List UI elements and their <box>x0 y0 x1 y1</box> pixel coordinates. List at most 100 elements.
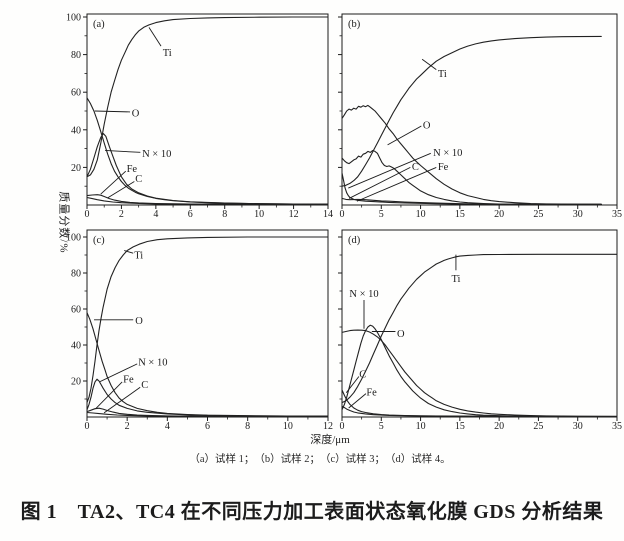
curve-C <box>86 196 329 205</box>
x-tick-label: 8 <box>222 209 227 220</box>
x-tick-label: 25 <box>533 421 543 432</box>
y-tick-label: 100 <box>66 13 81 24</box>
x-tick-label: 20 <box>494 421 504 432</box>
curve-label: Ti <box>438 69 447 80</box>
curve-O <box>341 329 618 417</box>
x-tick-label: 12 <box>289 209 299 220</box>
y-axis-label: 质量分数/% <box>57 191 70 254</box>
x-tick-label: 10 <box>416 209 426 220</box>
curve-label: C <box>135 174 142 185</box>
leader-line <box>356 166 437 202</box>
curve-Ti <box>341 253 618 404</box>
y-tick-label: 20 <box>71 377 81 388</box>
x-tick-label: 0 <box>85 421 90 432</box>
curve-N×10 <box>341 149 602 205</box>
panel-a: 0 2 4 6 8 10 12 14 20 40 60 80 100 (a) Ti O N × 10 FeC <box>66 13 333 221</box>
panel-letter: (c) <box>93 235 105 246</box>
curve-label: N × 10 <box>142 149 171 160</box>
y-tick-label: 80 <box>71 50 81 61</box>
curve-label: Ti <box>451 274 460 285</box>
x-axis-label: 深度/μm <box>310 434 350 446</box>
panel-letter: (a) <box>93 19 105 30</box>
x-tick-label: 20 <box>494 209 504 220</box>
curve-label: O <box>132 108 140 119</box>
curve-N×10 <box>86 133 329 205</box>
x-tick-label: 2 <box>125 421 130 432</box>
curve-Fe <box>341 405 618 418</box>
leader-line <box>348 393 367 409</box>
y-tick-label: 80 <box>71 269 81 280</box>
curve-C <box>86 411 329 418</box>
x-tick-label: 5 <box>379 209 384 220</box>
plot-box <box>86 13 329 206</box>
x-tick-label: 4 <box>153 209 158 220</box>
y-tick-label: 60 <box>71 88 81 99</box>
leader-line <box>148 27 162 47</box>
x-tick-label: 6 <box>205 421 210 432</box>
y-tick-label: 40 <box>71 341 81 352</box>
leader-line <box>348 166 411 199</box>
leader-line <box>94 110 131 113</box>
x-tick-label: 35 <box>612 209 622 220</box>
y-tick-label: 100 <box>66 233 81 244</box>
curve-label: Ti <box>163 48 172 59</box>
x-tick-label: 10 <box>254 209 264 220</box>
curve-label: C <box>412 162 419 173</box>
leader-line <box>100 170 127 195</box>
leader-line <box>99 363 138 383</box>
x-tick-label: 0 <box>340 421 345 432</box>
x-tick-label: 4 <box>165 421 170 432</box>
x-tick-label: 12 <box>323 421 333 432</box>
x-tick-label: 30 <box>573 209 583 220</box>
x-tick-label: 35 <box>612 421 622 432</box>
leader-line <box>105 150 141 153</box>
curve-label: N × 10 <box>138 358 167 369</box>
y-tick-label: 40 <box>71 125 81 136</box>
leader-line <box>421 58 437 71</box>
plot-box <box>341 229 618 418</box>
x-tick-label: 8 <box>245 421 250 432</box>
x-tick-label: 30 <box>573 421 583 432</box>
curve-label: Fe <box>123 375 134 386</box>
curve-label: Fe <box>366 387 377 398</box>
x-tick-label: 10 <box>283 421 293 432</box>
curve-label: C <box>359 369 366 380</box>
leader-line <box>103 386 141 414</box>
curve-C <box>341 172 602 205</box>
leader-line <box>107 181 135 199</box>
curve-label: Ti <box>134 251 143 262</box>
curve-N×10 <box>86 378 329 417</box>
x-tick-label: 2 <box>119 209 124 220</box>
x-tick-label: 25 <box>533 209 543 220</box>
x-tick-label: 0 <box>340 209 345 220</box>
panel-letter: (b) <box>348 19 361 30</box>
x-tick-label: 0 <box>85 209 90 220</box>
x-tick-label: 15 <box>455 421 465 432</box>
x-tick-label: 6 <box>188 209 193 220</box>
panel-b: 0 5 10 15 20 25 30 35 (b) Ti O N × 10 C Fe <box>338 13 622 220</box>
x-tick-label: 15 <box>455 209 465 220</box>
curve-Fe <box>341 197 602 205</box>
curve-O <box>341 104 602 205</box>
x-tick-label: 5 <box>379 421 384 432</box>
leader-line <box>387 125 422 146</box>
x-tick-label: 10 <box>416 421 426 432</box>
curve-label: Fe <box>438 162 449 173</box>
curve-Ti <box>86 236 329 404</box>
curve-label: C <box>141 380 148 391</box>
panel-letter: (d) <box>348 235 361 246</box>
leader-line <box>345 376 360 393</box>
curve-Ti <box>341 35 602 187</box>
panel-d: 0 5 10 15 20 25 30 35 (d) Ti N × 10 O CFe <box>338 229 622 432</box>
x-tick-label: 14 <box>323 209 333 220</box>
y-tick-label: 20 <box>71 163 81 174</box>
figure-title: 图 1 TA2、TC4 在不同压力加工表面状态氧化膜 GDS 分析结果 <box>20 501 604 523</box>
curve-Ti <box>86 16 329 178</box>
y-tick-label: 60 <box>71 305 81 316</box>
curve-label: O <box>135 316 143 327</box>
curve-N×10 <box>341 324 618 418</box>
curve-label: O <box>397 329 405 340</box>
leader-line <box>124 250 134 254</box>
